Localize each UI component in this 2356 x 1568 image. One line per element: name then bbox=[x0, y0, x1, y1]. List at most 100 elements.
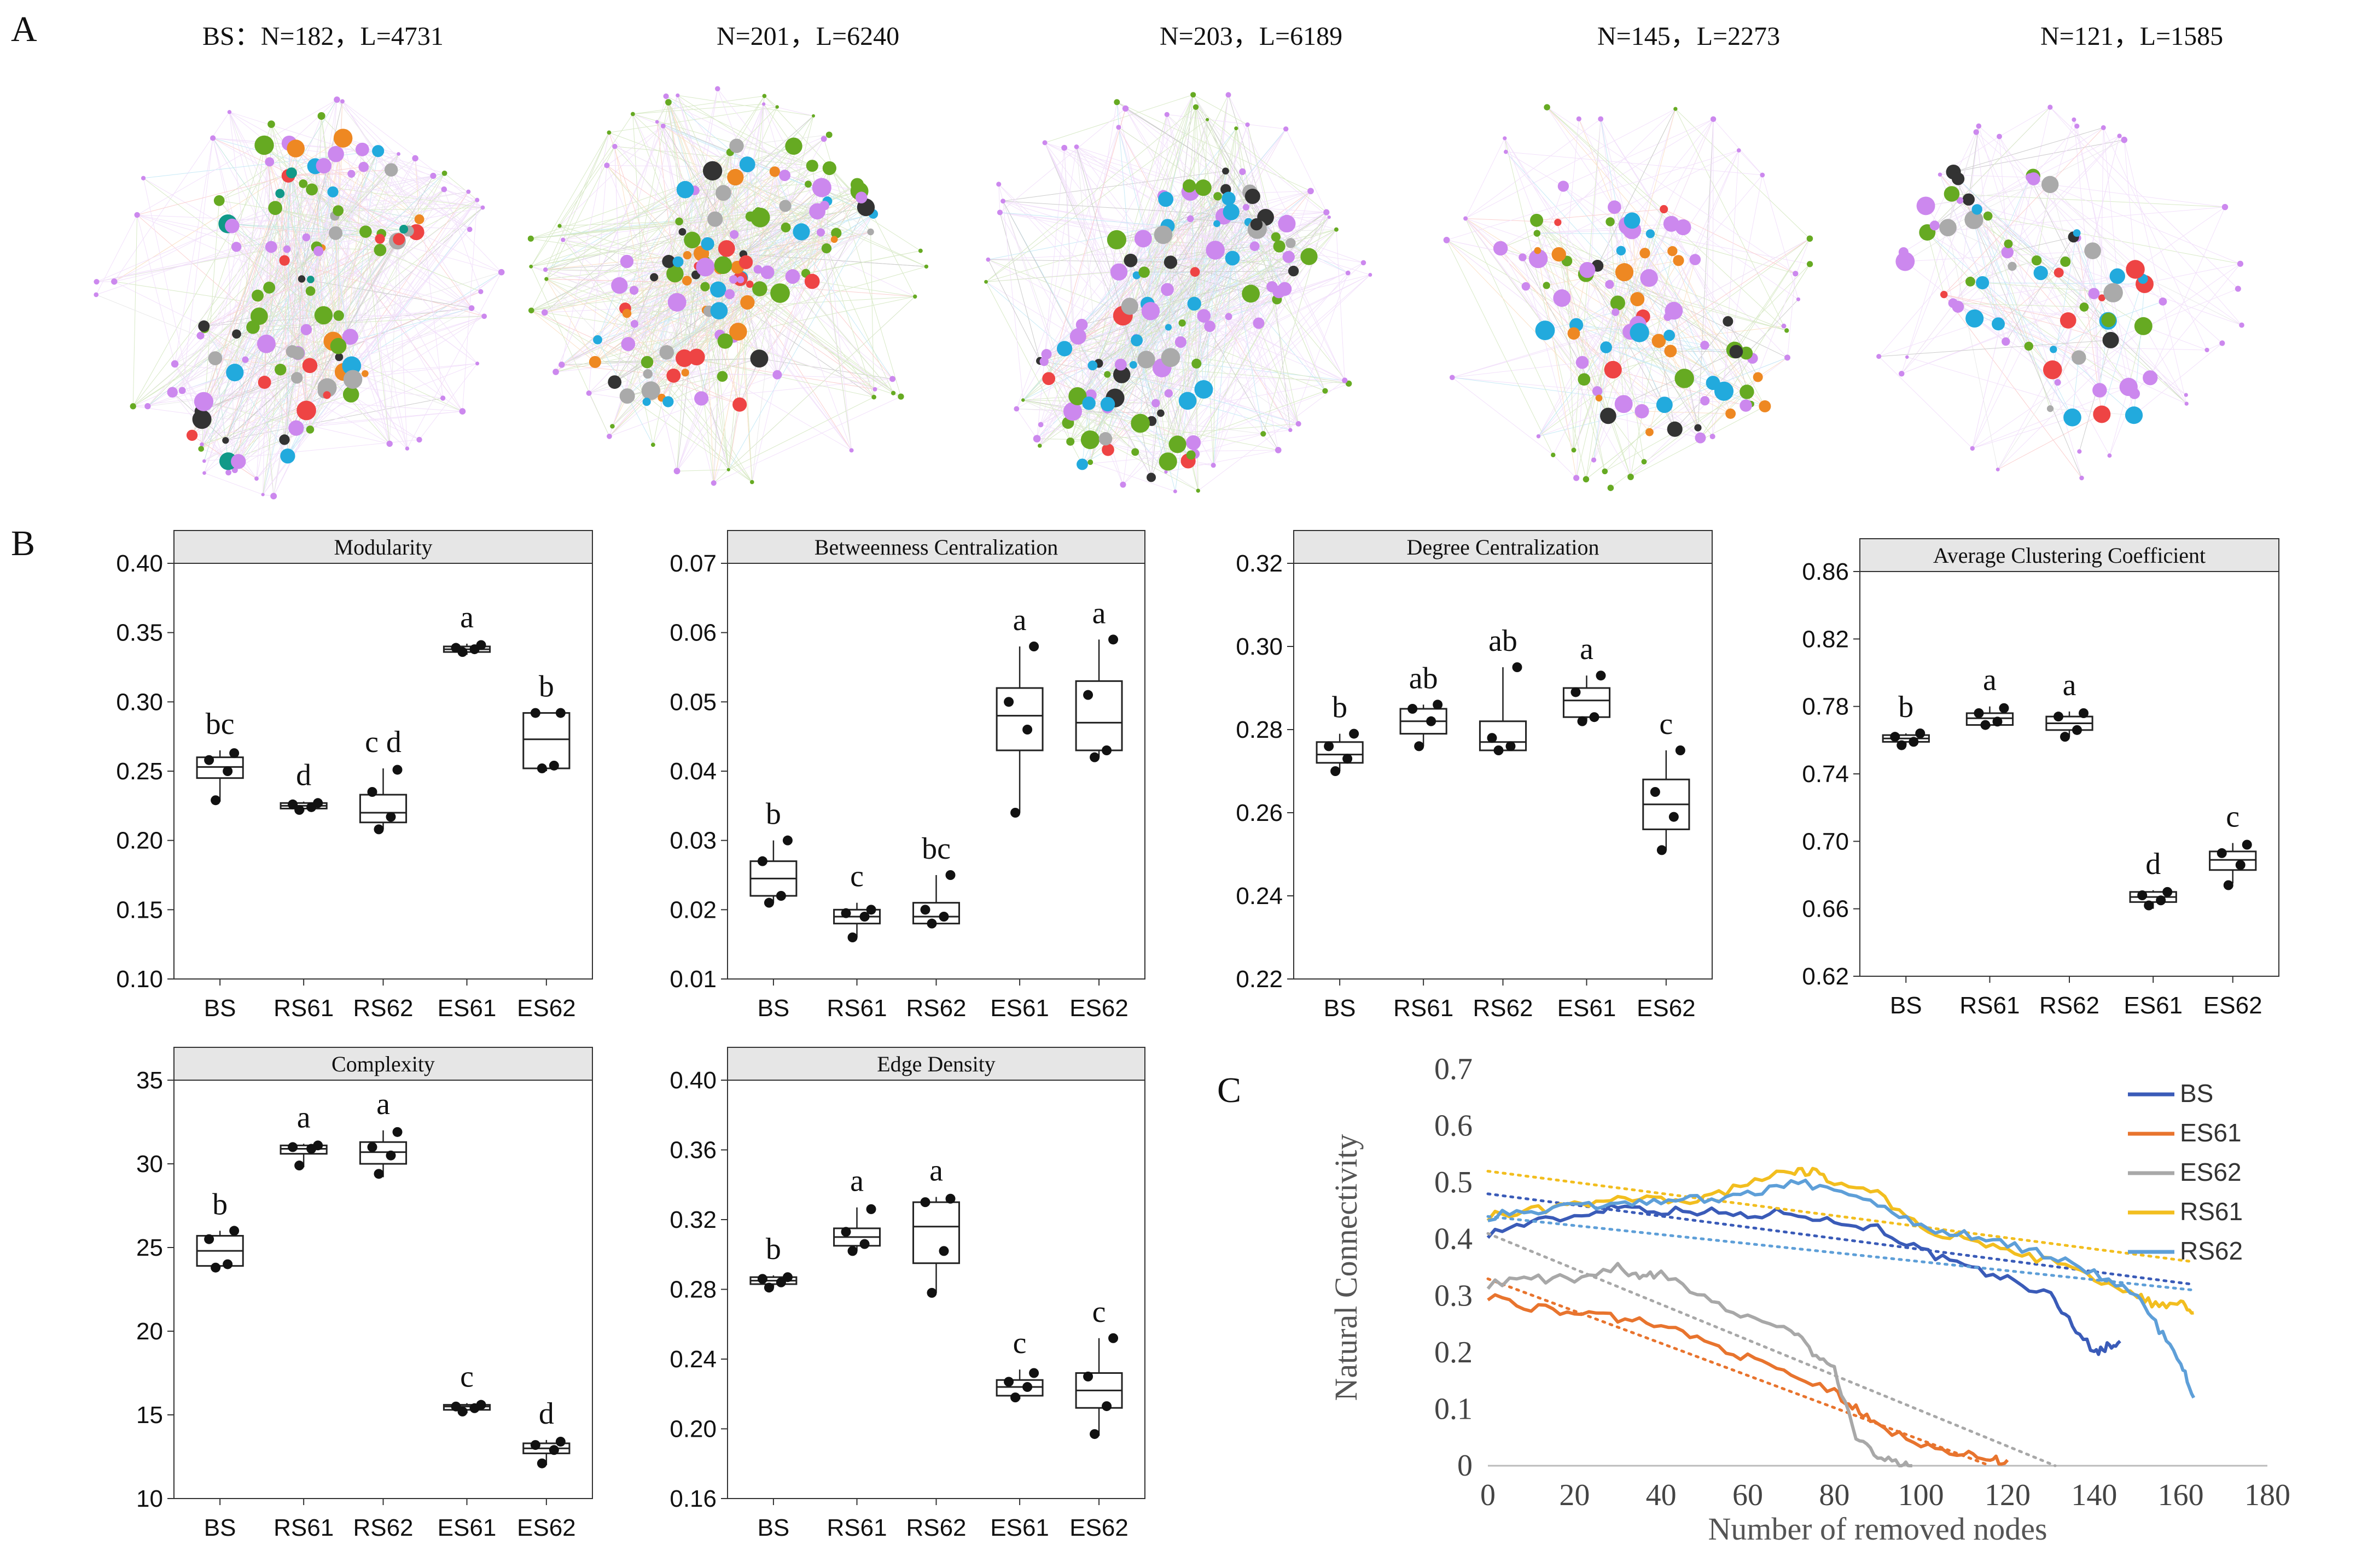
network-edge bbox=[204, 328, 288, 457]
network-edge bbox=[234, 359, 246, 470]
network-edge bbox=[1232, 258, 1264, 434]
network-title-bs: BS：N=182，L=4731 bbox=[202, 22, 444, 51]
network-edge bbox=[679, 177, 736, 222]
network-edge bbox=[1974, 177, 2031, 319]
data-point bbox=[776, 891, 786, 901]
network-node bbox=[1645, 229, 1655, 238]
network-edge bbox=[1558, 254, 1631, 477]
network-edge bbox=[1704, 119, 1714, 346]
network-node bbox=[1213, 192, 1222, 201]
network-edge bbox=[288, 176, 311, 430]
network-edge bbox=[614, 146, 620, 286]
network-edge bbox=[1098, 240, 1117, 364]
network-edge bbox=[1003, 201, 1073, 412]
network-node bbox=[342, 356, 362, 376]
network-edge bbox=[627, 239, 835, 397]
network-node bbox=[222, 437, 229, 444]
network-edge bbox=[1166, 114, 1191, 219]
network-node bbox=[1940, 290, 1948, 299]
network-node bbox=[1951, 172, 1965, 185]
significance-letter: a bbox=[1983, 663, 1997, 697]
network-edge bbox=[1166, 114, 1191, 219]
network-nodes bbox=[527, 86, 929, 486]
network-node bbox=[630, 319, 639, 328]
network-edge bbox=[728, 397, 874, 470]
network-node bbox=[729, 275, 738, 284]
network-node bbox=[750, 349, 769, 368]
network-edge bbox=[1232, 258, 1294, 272]
network-edge bbox=[684, 284, 751, 359]
network-edge bbox=[1203, 171, 1226, 389]
y-tick-label: 0.35 bbox=[116, 620, 163, 646]
network-titles: BS：N=182，L=4731 N=201，L=6240 N=203，L=618… bbox=[202, 22, 2223, 51]
network-node bbox=[372, 145, 385, 158]
network-node bbox=[1168, 435, 1186, 453]
data-point bbox=[204, 755, 214, 765]
network-edge bbox=[212, 138, 311, 280]
network-graph-1 bbox=[94, 96, 505, 500]
network-edge bbox=[232, 191, 333, 226]
network-edge bbox=[114, 112, 230, 282]
network-edge bbox=[324, 215, 335, 392]
network-edge bbox=[1465, 108, 1676, 219]
network-edge bbox=[232, 225, 380, 240]
network-edge bbox=[561, 232, 836, 365]
network-edge bbox=[1972, 272, 2041, 449]
network-edge bbox=[315, 166, 328, 395]
network-node bbox=[821, 136, 827, 142]
network-edge bbox=[708, 191, 860, 312]
network-edge bbox=[668, 102, 738, 267]
network-node bbox=[1700, 340, 1709, 350]
network-edge bbox=[722, 232, 821, 377]
network-edge bbox=[2099, 320, 2109, 390]
network-node bbox=[732, 397, 747, 412]
network-edge bbox=[2093, 292, 2100, 390]
network-node bbox=[1213, 220, 1220, 228]
y-tick-label: 0.62 bbox=[1802, 963, 1849, 990]
network-node bbox=[1082, 396, 1096, 410]
significance-letter: c bbox=[2226, 800, 2239, 833]
network-edge bbox=[204, 328, 327, 395]
network-edge bbox=[1228, 316, 1299, 424]
network-edge bbox=[1155, 286, 1272, 404]
network-node bbox=[655, 120, 659, 124]
network-edge bbox=[589, 165, 607, 393]
network-node bbox=[342, 329, 358, 345]
network-edge bbox=[1552, 224, 1672, 456]
data-point bbox=[537, 1458, 547, 1468]
network-edge bbox=[256, 229, 470, 479]
network-node bbox=[302, 358, 318, 374]
network-node bbox=[1938, 172, 1942, 177]
network-node bbox=[1592, 386, 1603, 397]
network-node bbox=[167, 387, 178, 398]
network-edge bbox=[147, 372, 235, 407]
network-edge bbox=[1606, 347, 1671, 352]
network-node bbox=[2102, 331, 2119, 348]
network-edge bbox=[717, 88, 786, 176]
y-tick-label: 0.32 bbox=[1236, 550, 1283, 577]
network-node bbox=[1277, 282, 1292, 296]
network-edge bbox=[225, 398, 443, 441]
data-point bbox=[530, 1440, 540, 1450]
network-edge bbox=[333, 239, 399, 342]
network-edge bbox=[1037, 275, 1371, 439]
network-edge bbox=[626, 231, 802, 314]
network-node bbox=[1244, 188, 1260, 205]
network-node bbox=[1544, 104, 1550, 110]
data-point bbox=[374, 1169, 384, 1179]
network-edge bbox=[1108, 171, 1226, 450]
y-tick-label: 0.82 bbox=[1802, 626, 1849, 652]
y-tick-label: 0.05 bbox=[670, 689, 717, 715]
network-edge bbox=[826, 248, 894, 393]
network-edge bbox=[998, 184, 1000, 213]
network-node bbox=[1753, 372, 1763, 382]
network-node bbox=[1266, 281, 1278, 293]
network-edge bbox=[668, 102, 759, 270]
x-tick-label: RS62 bbox=[906, 1514, 966, 1541]
network-edge bbox=[1586, 353, 1747, 480]
network-edge bbox=[291, 172, 324, 316]
network-node bbox=[1154, 225, 1173, 244]
nc-plot: 00.10.20.30.40.50.60.70 20 40 60 80 100 120 140… bbox=[1328, 1052, 2290, 1547]
network-node bbox=[804, 273, 820, 289]
network-edge bbox=[225, 191, 334, 441]
